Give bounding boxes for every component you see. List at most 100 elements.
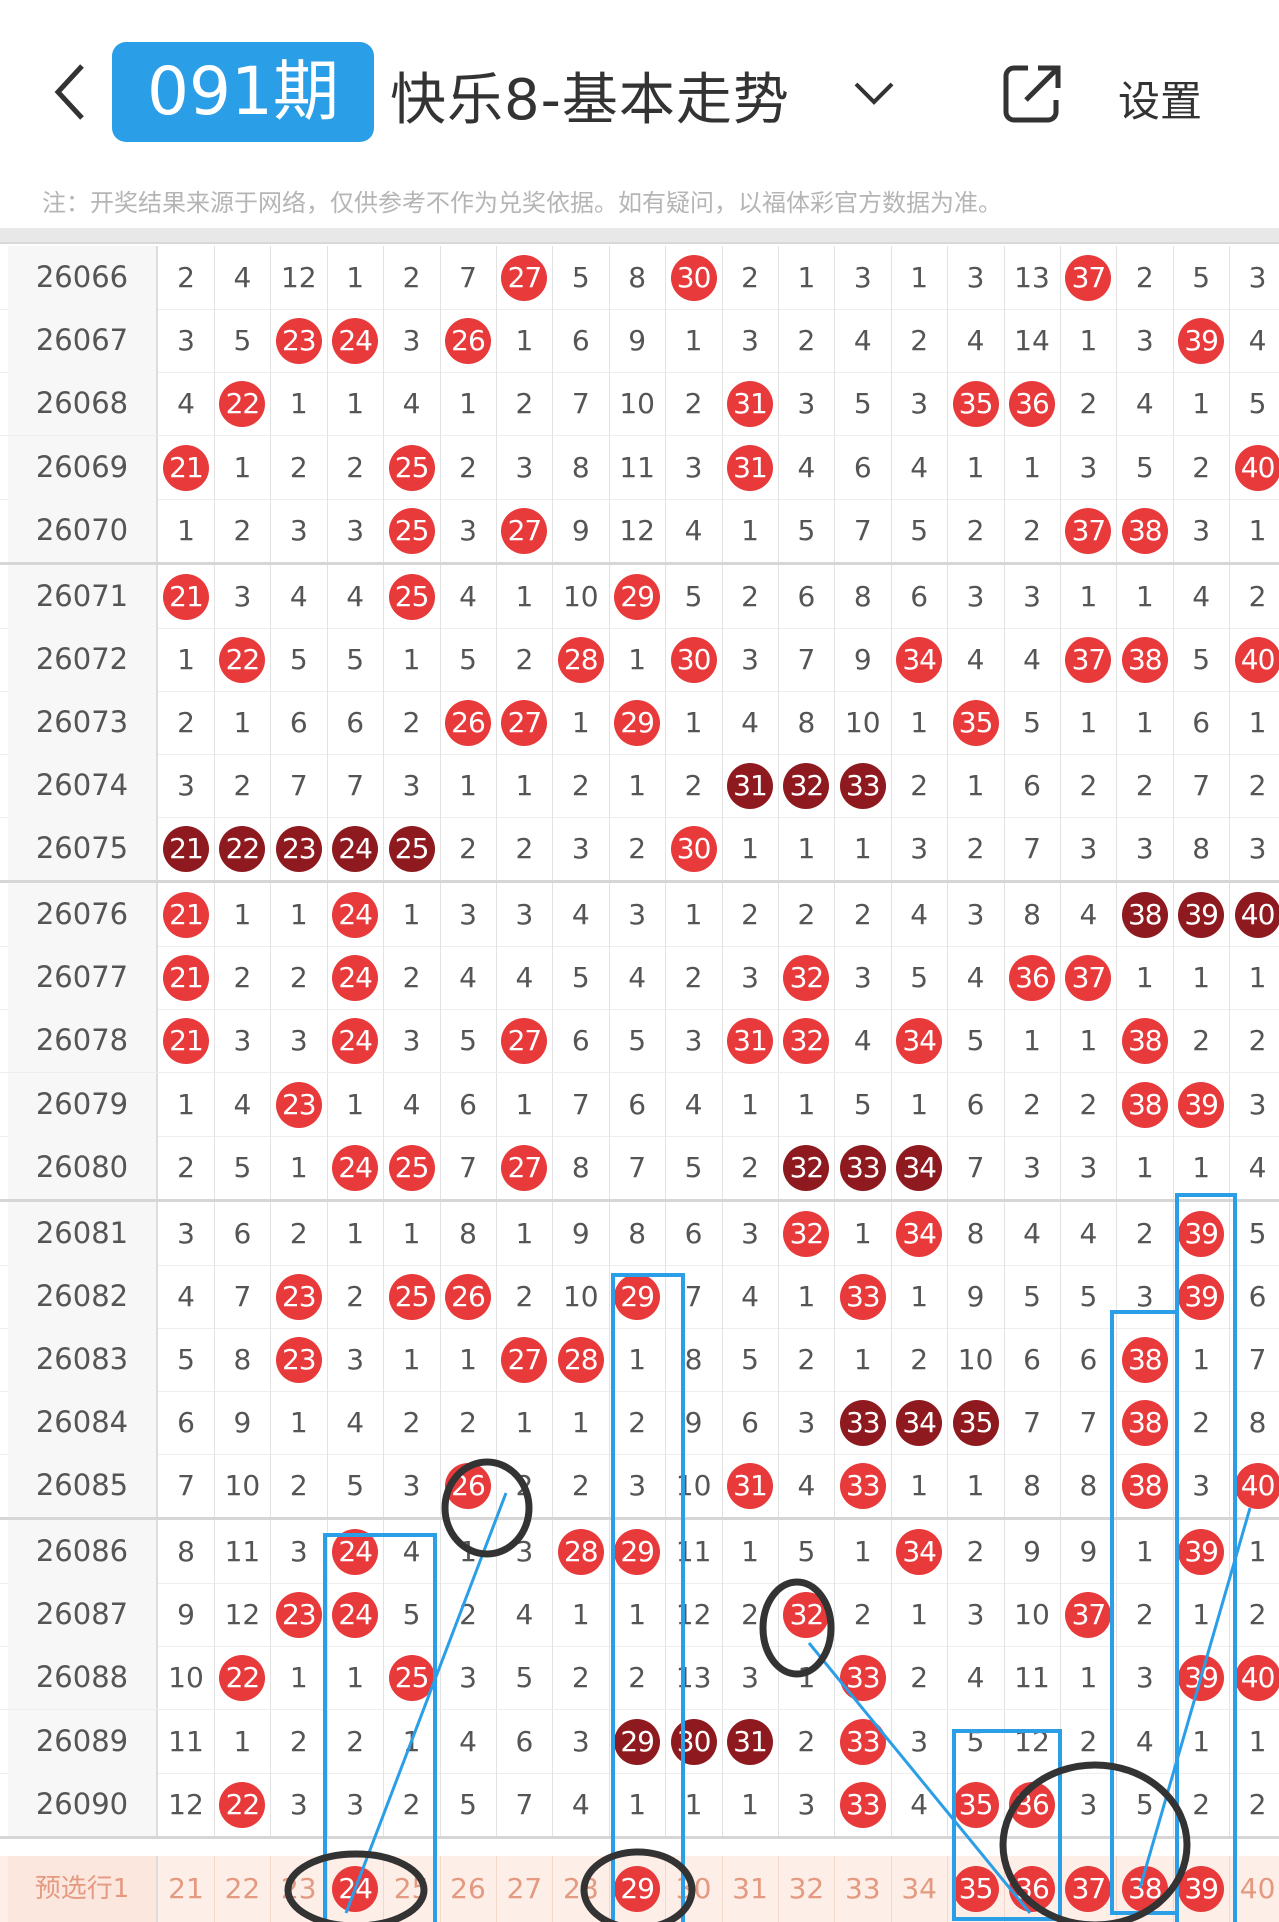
cell-hit: 27: [496, 1009, 554, 1073]
cell-omission: 4: [891, 1772, 949, 1836]
table-row: 26084 6 9 1 4 2 2 1 1 2 9 6 3 33 34 35 7 7 38 2 8: [0, 1391, 1279, 1456]
preselect-number-selected[interactable]: 37: [1060, 1856, 1118, 1922]
preselect-number[interactable]: 26: [440, 1856, 497, 1922]
selected-ball[interactable]: 24: [332, 1866, 379, 1912]
hit-ball: 24: [332, 318, 379, 365]
share-external-icon[interactable]: [1000, 62, 1064, 126]
cell-omission: 5: [440, 627, 497, 691]
cell-omission: 1: [1117, 564, 1174, 628]
cell-omission: 10: [553, 1264, 610, 1328]
cell-omission: 1: [1173, 372, 1231, 436]
preselect-number-selected[interactable]: 29: [609, 1856, 667, 1922]
preselect-number-selected[interactable]: 39: [1173, 1856, 1231, 1922]
cell-omission: 12: [271, 246, 328, 309]
hit-ball: 28: [557, 636, 604, 683]
settings-button[interactable]: 设置: [1118, 77, 1203, 126]
hit-ball: 24: [332, 955, 379, 1002]
issue-number: 26071: [8, 564, 158, 628]
cell-omission: 9: [666, 1391, 723, 1455]
preselect-number[interactable]: 22: [214, 1856, 272, 1922]
cell-omission: 3: [722, 1201, 779, 1265]
hit-ball: 29: [614, 699, 661, 746]
cell-omission: 1: [1173, 946, 1231, 1010]
hit-ball: 25: [388, 573, 435, 620]
preselect-number[interactable]: 40: [1230, 1856, 1279, 1922]
cell-omission: 1: [327, 1072, 385, 1136]
hit-ball: 26: [445, 318, 491, 365]
cell-omission: 1: [553, 690, 610, 754]
hit-ball: 31: [727, 1018, 773, 1065]
selected-ball[interactable]: 29: [614, 1866, 661, 1912]
selected-ball[interactable]: 36: [1009, 1866, 1055, 1912]
cell-omission: 11: [214, 1520, 272, 1583]
preselect-number-selected[interactable]: 38: [1117, 1856, 1174, 1922]
cell-omission: 1: [1117, 1520, 1174, 1583]
preselect-number-selected[interactable]: 36: [1004, 1856, 1061, 1922]
cell-omission: 2: [214, 498, 272, 562]
preselect-number[interactable]: 23: [271, 1856, 328, 1922]
selected-ball[interactable]: 37: [1065, 1866, 1112, 1912]
cell-hit: 34: [891, 1135, 949, 1199]
cell-omission: 9: [948, 1264, 1005, 1328]
cell-hit: 30: [666, 1709, 723, 1773]
consecutive-ball: 38: [1121, 892, 1168, 938]
cell-omission: 2: [948, 1520, 1005, 1583]
cell-omission: 1: [553, 1391, 610, 1455]
cell-omission: 1: [1117, 946, 1174, 1010]
chevron-left-icon[interactable]: [50, 62, 90, 122]
cell-omission: 2: [553, 1646, 610, 1710]
cell-omission: 1: [327, 1201, 385, 1265]
cell-omission: 9: [609, 309, 667, 373]
cell-omission: 2: [1060, 372, 1118, 436]
selected-ball[interactable]: 39: [1178, 1866, 1225, 1912]
cell-hit: 26: [440, 309, 497, 373]
table-row: 26089 11 1 2 2 1 4 6 3 29 30 31 2 33 3 5 12 2 4 1 1: [0, 1709, 1279, 1774]
hit-ball: 26: [445, 699, 491, 746]
preselect-number[interactable]: 34: [891, 1856, 949, 1922]
hit-ball: 24: [332, 892, 379, 938]
issue-number: 26086: [8, 1520, 158, 1583]
preselect-number[interactable]: 28: [553, 1856, 610, 1922]
cell-omission: 8: [553, 435, 610, 499]
issue-number: 26082: [8, 1264, 158, 1328]
cell-omission: 5: [891, 946, 949, 1010]
chevron-down-icon[interactable]: [852, 78, 896, 108]
selected-ball[interactable]: 38: [1121, 1866, 1168, 1912]
cell-hit: 37: [1060, 246, 1118, 309]
cell-omission: 3: [271, 1009, 328, 1073]
cell-omission: 1: [440, 1520, 497, 1583]
cell-omission: 4: [1173, 564, 1231, 628]
preselect-number[interactable]: 32: [778, 1856, 836, 1922]
cell-omission: 3: [1117, 1646, 1174, 1710]
consecutive-ball: 24: [332, 826, 379, 873]
cell-omission: 8: [666, 1327, 723, 1391]
table-row: 26079 1 4 23 1 4 6 1 7 6 4 1 1 5 1 6 2 2 38 39 3: [0, 1072, 1279, 1137]
preselect-number-selected[interactable]: 35: [948, 1856, 1005, 1922]
preselect-number[interactable]: 30: [666, 1856, 723, 1922]
preselect-number-selected[interactable]: 24: [327, 1856, 385, 1922]
cell-omission: 11: [666, 1520, 723, 1583]
cell-omission: 1: [666, 690, 723, 754]
cell-omission: 7: [948, 1135, 1005, 1199]
cell-omission: 1: [1060, 690, 1118, 754]
cell-omission: 9: [1060, 1520, 1118, 1583]
cell-omission: 4: [666, 1072, 723, 1136]
hit-ball: 22: [219, 1781, 266, 1828]
selected-ball[interactable]: 35: [952, 1866, 999, 1912]
preselect-number[interactable]: 27: [496, 1856, 554, 1922]
cell-omission: 5: [666, 1135, 723, 1199]
cell-omission: 11: [1004, 1646, 1061, 1710]
preselect-number[interactable]: 31: [722, 1856, 779, 1922]
preselect-number[interactable]: 21: [158, 1856, 215, 1922]
cell-hit: 23: [271, 1072, 328, 1136]
hit-ball: 21: [163, 573, 209, 620]
page-title[interactable]: 快乐8-基本走势: [390, 68, 790, 133]
preselect-number[interactable]: 33: [835, 1856, 892, 1922]
cell-omission: 1: [722, 1072, 779, 1136]
cell-omission: 8: [609, 246, 667, 309]
preselect-number[interactable]: 25: [384, 1856, 441, 1922]
hit-ball: 38: [1121, 1336, 1168, 1383]
cell-omission: 2: [271, 946, 328, 1010]
cell-omission: 4: [1117, 372, 1174, 436]
cell-omission: 1: [1060, 309, 1118, 373]
